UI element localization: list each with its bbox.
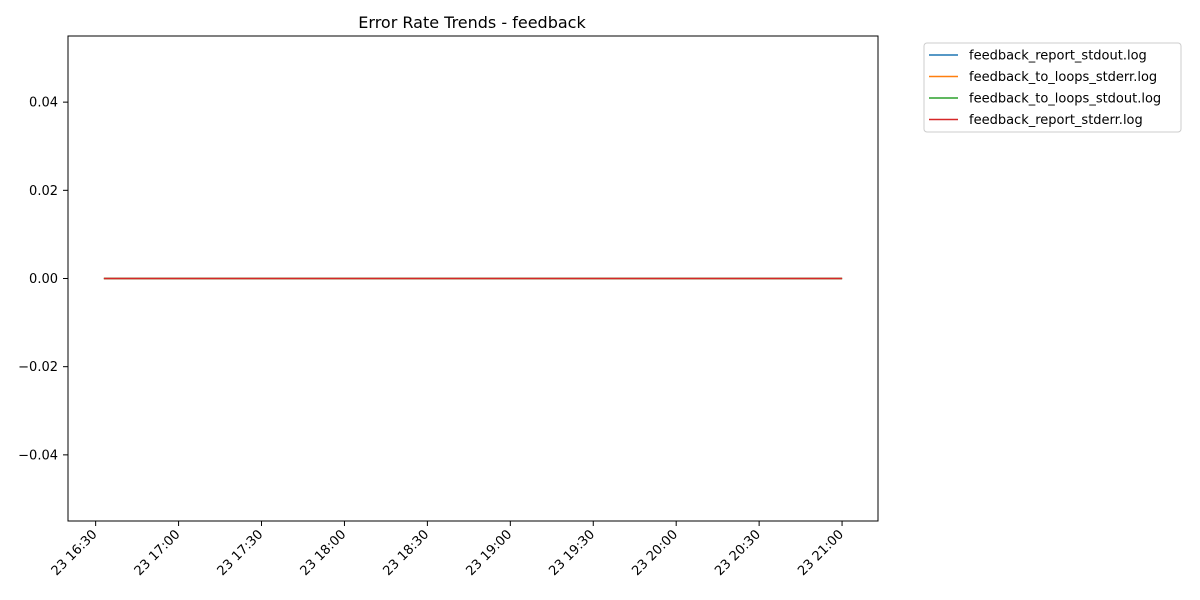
x-tick-label: 23 19:30 (546, 527, 598, 579)
x-tick-label: 23 20:30 (712, 527, 764, 579)
x-tick-label: 23 19:00 (463, 527, 515, 579)
chart-title: Error Rate Trends - feedback (358, 13, 586, 32)
x-tick-label: 23 21:00 (795, 527, 847, 579)
x-tick-label: 23 17:00 (132, 527, 184, 579)
legend-label: feedback_report_stderr.log (969, 113, 1143, 128)
x-tick-label: 23 16:30 (49, 527, 101, 579)
x-tick-label: 23 17:30 (215, 527, 267, 579)
legend-box (923, 42, 1182, 133)
y-tick-label: 0.02 (29, 184, 58, 199)
plot-area: 0.04 0.02 0.00 −0.02 −0.04 23 16:30 23 17:00 23… (18, 35, 879, 579)
legend: feedback_report_stdout.log feedback_to_lo… (923, 42, 1182, 133)
y-tick-label: 0.04 (29, 96, 58, 111)
y-tick-label: 0.00 (29, 272, 58, 287)
y-tick-label: −0.02 (18, 360, 58, 375)
x-tick-label: 23 18:00 (298, 527, 350, 579)
x-tick-label: 23 18:30 (380, 527, 432, 579)
legend-label: feedback_report_stdout.log (969, 49, 1147, 64)
y-tick-label: −0.04 (18, 448, 58, 463)
x-tick-label: 23 20:00 (629, 527, 681, 579)
legend-label: feedback_to_loops_stderr.log (969, 70, 1157, 85)
legend-label: feedback_to_loops_stdout.log (969, 92, 1161, 107)
